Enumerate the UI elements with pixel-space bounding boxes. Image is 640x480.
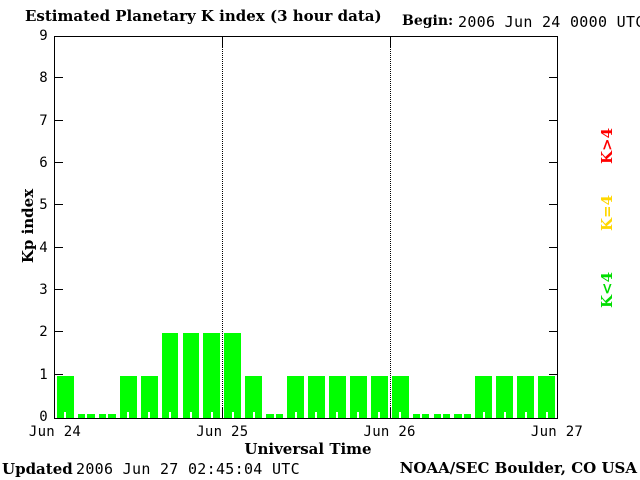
kp-bar — [57, 375, 74, 418]
begin-value: 2006 Jun 24 0000 UTC — [458, 13, 640, 31]
kp-bar — [119, 375, 137, 418]
x-tick-label: Jun 27 — [530, 424, 584, 440]
y-tick-left — [55, 331, 63, 333]
y-tick-label: 2 — [39, 324, 48, 341]
y-tick-right — [549, 246, 557, 248]
y-tick-right — [549, 162, 557, 163]
x-minor-tick — [273, 412, 276, 418]
updated-label: Updated — [2, 460, 73, 478]
x-minor-tick — [148, 412, 151, 418]
kp-bar — [140, 375, 158, 418]
y-tick-left — [55, 77, 63, 79]
y-tick-left — [55, 204, 63, 206]
kp-bar — [349, 375, 367, 418]
kp-bar — [287, 375, 304, 418]
day-gridline — [389, 37, 391, 418]
x-minor-tick — [231, 412, 234, 418]
x-minor-tick — [189, 412, 192, 418]
x-minor-tick — [399, 412, 402, 418]
kp-bar — [77, 412, 95, 418]
kp-bar — [161, 333, 179, 418]
x-minor-tick — [169, 412, 172, 418]
y-tick-label: 9 — [39, 28, 48, 44]
updated-value: 2006 Jun 27 02:45:04 UTC — [76, 460, 300, 478]
y-tick-left — [55, 373, 63, 375]
y-tick-right — [549, 77, 557, 79]
kp-bar — [391, 375, 409, 418]
kp-bar — [412, 412, 430, 418]
y-tick-label: 8 — [39, 70, 48, 87]
kp-bar — [224, 333, 242, 418]
x-major-tick-top — [222, 37, 224, 48]
x-major-tick-top — [389, 37, 391, 48]
kp-bar — [475, 375, 493, 418]
kp-bar — [496, 375, 514, 418]
x-minor-tick — [503, 412, 506, 418]
x-minor-tick — [420, 412, 423, 418]
x-minor-tick — [106, 412, 109, 418]
y-tick-left — [55, 119, 63, 121]
x-minor-tick — [440, 412, 443, 418]
y-tick-label: 0 — [39, 409, 48, 425]
y-tick-right — [549, 289, 557, 290]
kp-bar — [433, 412, 451, 418]
y-tick-right — [549, 373, 557, 375]
x-minor-tick — [85, 412, 88, 418]
y-tick-label: 6 — [39, 155, 48, 171]
x-tick-label: Jun 25 — [196, 424, 249, 440]
begin-label: Begin: — [402, 13, 454, 29]
x-minor-tick — [315, 412, 318, 418]
x-minor-tick — [545, 412, 548, 418]
x-major-tick-bottom — [389, 407, 391, 418]
kp-bar — [328, 375, 346, 418]
kp-bar — [245, 375, 263, 418]
y-tick-right — [549, 119, 557, 121]
x-axis-title: Universal Time — [244, 440, 372, 458]
y-tick-right — [549, 204, 557, 206]
kp-bar — [98, 412, 116, 418]
legend-item: K>4 — [598, 127, 616, 165]
x-minor-tick — [252, 412, 255, 418]
kp-bar — [370, 375, 388, 418]
y-axis-title: Kp index — [19, 188, 37, 264]
y-tick-left — [55, 162, 63, 163]
day-gridline — [222, 37, 224, 418]
legend-item: K=4 — [598, 194, 616, 232]
y-tick-label: 1 — [39, 366, 48, 383]
kp-bar — [517, 375, 535, 418]
x-minor-tick — [294, 412, 297, 418]
x-minor-tick — [210, 412, 213, 418]
y-tick-left — [55, 246, 63, 248]
y-tick-label: 7 — [39, 112, 48, 129]
x-major-tick-bottom — [222, 407, 224, 418]
kp-bar — [308, 375, 325, 418]
y-tick-left — [55, 289, 63, 290]
x-minor-tick — [336, 412, 339, 418]
x-minor-tick — [482, 412, 485, 418]
x-minor-tick — [64, 412, 67, 418]
plot-area — [54, 36, 558, 419]
y-tick-label: 5 — [39, 197, 48, 214]
y-tick-right — [549, 331, 557, 333]
chart-title: Estimated Planetary K index (3 hour data… — [25, 7, 382, 25]
y-tick-label: 4 — [39, 239, 48, 256]
kp-bar — [538, 375, 555, 418]
x-minor-tick — [357, 412, 360, 418]
y-tick-label: 3 — [39, 282, 48, 298]
x-minor-tick — [378, 412, 381, 418]
x-minor-tick — [461, 412, 464, 418]
x-tick-label: Jun 26 — [363, 424, 416, 440]
x-minor-tick — [524, 412, 527, 418]
x-minor-tick — [127, 412, 130, 418]
credit-text: NOAA/SEC Boulder, CO USA — [399, 459, 637, 477]
kp-bar — [266, 412, 284, 418]
legend-item: K<4 — [598, 271, 616, 309]
kp-bar — [454, 412, 472, 418]
x-tick-label: Jun 24 — [28, 424, 82, 440]
kp-bar — [203, 333, 221, 418]
kp-bar — [182, 333, 200, 418]
